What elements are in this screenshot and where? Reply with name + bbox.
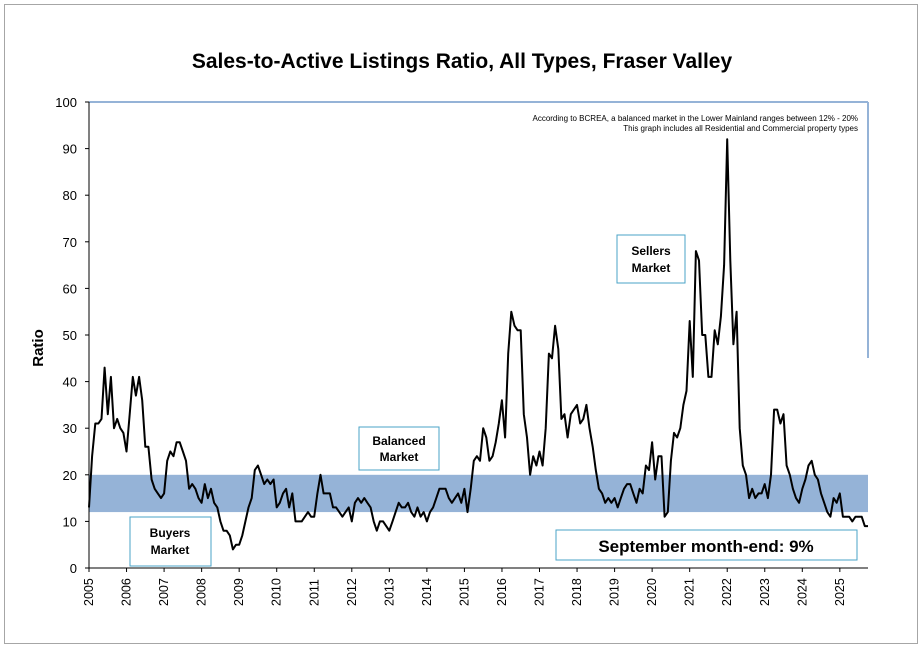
chart-title: Sales-to-Active Listings Ratio, All Type… bbox=[192, 50, 733, 73]
sellers-market-box bbox=[616, 234, 686, 284]
x-tick-label: 2019 bbox=[608, 578, 622, 606]
x-tick-label: 2011 bbox=[307, 579, 321, 606]
buyers-market-text-2: Market bbox=[151, 543, 190, 557]
balanced-market-label: Balanced Market bbox=[358, 426, 440, 471]
x-tick-label: 2013 bbox=[382, 578, 396, 606]
x-tick-label: 2014 bbox=[420, 578, 434, 606]
y-tick-label: 60 bbox=[63, 281, 77, 296]
buyers-market-box bbox=[129, 516, 212, 567]
note-line-1: According to BCREA, a balanced market in… bbox=[532, 114, 858, 123]
x-tick-label: 2007 bbox=[157, 578, 171, 606]
x-tick-label: 2021 bbox=[683, 578, 697, 606]
y-tick-label: 0 bbox=[70, 561, 77, 576]
y-tick-label: 90 bbox=[63, 142, 77, 157]
x-tick-label: 2025 bbox=[833, 578, 847, 606]
x-tick-label: 2010 bbox=[270, 578, 284, 606]
x-tick-label: 2023 bbox=[758, 578, 772, 606]
x-tick-label: 2006 bbox=[120, 578, 134, 606]
x-tick-label: 2016 bbox=[495, 578, 509, 606]
x-axis-ticks: 2005 2006 2007 2008 2009 2010 2011 2012 2013 2014… bbox=[82, 568, 847, 606]
chart-frame bbox=[4, 4, 918, 644]
sellers-market-text-2: Market bbox=[632, 261, 671, 275]
balanced-market-band bbox=[89, 474, 868, 513]
balanced-market-text-2: Market bbox=[380, 450, 419, 464]
x-tick-label: 2009 bbox=[232, 578, 246, 606]
x-tick-label: 2018 bbox=[570, 578, 584, 606]
buyers-market-label: Buyers Market bbox=[129, 516, 212, 567]
footer-text: September month-end: 9% bbox=[598, 537, 813, 556]
y-tick-label: 50 bbox=[63, 328, 77, 343]
x-tick-label: 2022 bbox=[720, 578, 734, 606]
note-line-2: This graph includes all Residential and … bbox=[623, 124, 858, 133]
x-tick-label: 2005 bbox=[82, 578, 96, 606]
x-tick-label: 2024 bbox=[795, 578, 809, 606]
sellers-market-text-1: Sellers bbox=[631, 244, 671, 258]
x-tick-label: 2020 bbox=[645, 578, 659, 606]
footer-callout: September month-end: 9% bbox=[555, 529, 858, 561]
buyers-market-text-1: Buyers bbox=[150, 526, 191, 540]
y-tick-label: 20 bbox=[63, 468, 77, 483]
y-tick-label: 100 bbox=[55, 95, 77, 110]
series-line bbox=[88, 138, 868, 551]
y-tick-label: 40 bbox=[63, 375, 77, 390]
x-tick-label: 2012 bbox=[345, 578, 359, 606]
balanced-market-text-1: Balanced bbox=[372, 434, 425, 448]
y-axis-label: Ratio bbox=[30, 329, 47, 367]
x-tick-label: 2015 bbox=[457, 578, 471, 606]
plot-area bbox=[88, 101, 869, 569]
y-tick-label: 10 bbox=[63, 514, 77, 529]
x-tick-label: 2008 bbox=[195, 578, 209, 606]
footer-box bbox=[555, 529, 858, 561]
balanced-market-box bbox=[358, 426, 440, 471]
y-axis-ticks: 0 10 20 30 40 50 60 70 80 90 100 bbox=[55, 95, 89, 576]
sellers-market-label: Sellers Market bbox=[616, 234, 686, 284]
y-tick-label: 70 bbox=[63, 235, 77, 250]
y-tick-label: 30 bbox=[63, 421, 77, 436]
x-tick-label: 2017 bbox=[533, 578, 547, 606]
y-tick-label: 80 bbox=[63, 188, 77, 203]
